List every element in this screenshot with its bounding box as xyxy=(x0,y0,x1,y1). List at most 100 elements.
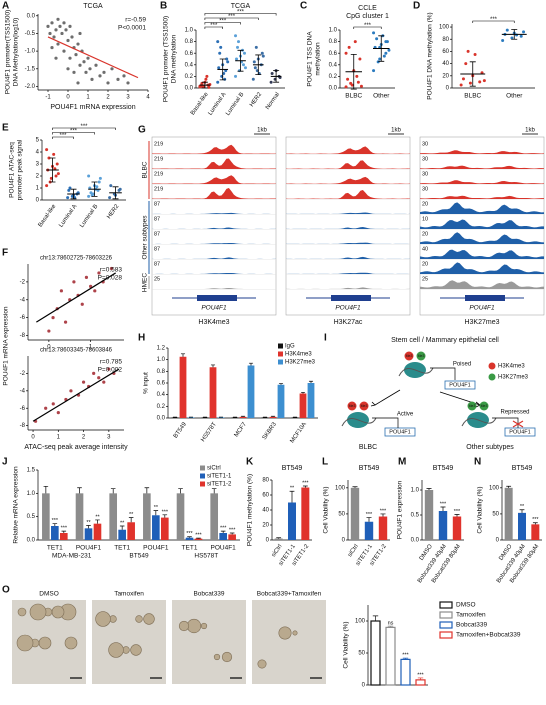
legend-swatch xyxy=(200,465,205,471)
point xyxy=(226,60,230,64)
y-axis-label: Relative mRNA expression xyxy=(13,466,20,544)
point xyxy=(68,24,72,28)
point xyxy=(359,84,363,88)
x-tick-label: 1 xyxy=(86,95,90,101)
error-bar xyxy=(119,525,125,530)
x-tick-label: POU4F1 xyxy=(143,545,169,552)
track-scale: 20 xyxy=(422,231,428,237)
point xyxy=(376,60,380,64)
x-tick-label: Luminal A xyxy=(58,204,78,229)
x-tick-label: 0 xyxy=(31,435,35,441)
panel-label: M xyxy=(398,457,406,468)
histone-mark xyxy=(347,401,357,411)
bar xyxy=(350,487,360,540)
bar xyxy=(277,384,285,418)
point xyxy=(68,56,72,60)
y-tick-label: 20 xyxy=(442,73,449,79)
mod-label: Me3 xyxy=(349,404,356,408)
scale-bar-label: 1kb xyxy=(525,128,535,134)
x-tick-label: SKBR3 xyxy=(262,421,279,441)
y-tick-label: 0.8 xyxy=(157,369,166,375)
significance-bracket xyxy=(52,127,116,130)
histone-mark xyxy=(479,401,489,411)
y-tick-label: 40 xyxy=(262,508,269,514)
point xyxy=(270,72,274,75)
point xyxy=(384,40,388,44)
trend-line xyxy=(36,272,116,323)
y-tick-label: 0.6 xyxy=(185,51,194,57)
micrograph xyxy=(172,600,246,684)
x-tick-label: TET1 xyxy=(114,545,130,552)
x-tick-label: Normal xyxy=(265,92,281,111)
bar xyxy=(118,529,126,540)
track-scale: 87 xyxy=(154,201,160,207)
point xyxy=(204,77,208,81)
mod-label: Me3 xyxy=(406,354,413,358)
y-axis-label: POU4F1 TSS DNA xyxy=(307,31,314,87)
signal-track xyxy=(286,242,410,244)
group-label: Other subtypes xyxy=(142,215,149,260)
histone-mark xyxy=(404,351,414,361)
track-scale: 10 xyxy=(422,216,428,222)
point xyxy=(56,17,60,21)
x-tick-label: BT549 xyxy=(173,421,188,439)
point xyxy=(89,191,93,195)
signal-track xyxy=(286,256,410,259)
bar xyxy=(171,417,179,418)
track-scale: 30 xyxy=(422,141,428,147)
significance-bracket xyxy=(472,20,515,23)
point xyxy=(92,371,96,376)
bar xyxy=(438,511,448,540)
point xyxy=(76,42,80,46)
point xyxy=(346,77,350,81)
x-tick-label: MCF7 xyxy=(234,421,249,438)
significance-label: ** xyxy=(120,520,125,526)
point xyxy=(54,174,58,178)
point xyxy=(234,74,238,78)
x-tick-label: 4 xyxy=(146,95,150,101)
signal-track xyxy=(286,272,410,274)
error-bar xyxy=(506,485,512,488)
error-bar xyxy=(112,186,119,200)
point xyxy=(55,162,59,166)
point xyxy=(52,35,56,39)
x-tick-label: siCtrl xyxy=(271,544,284,559)
y-tick-label: 0.0 xyxy=(411,538,420,544)
y-axis-label: Cell Viability (%) xyxy=(343,621,350,668)
image-label: Bobcat339+Tamoxifen xyxy=(257,591,322,598)
error-bar xyxy=(144,487,150,494)
track-scale: 219 xyxy=(154,171,163,177)
legend-label: H3K4me3 xyxy=(285,352,312,358)
significance-label: *** xyxy=(237,10,245,16)
significance-label: *** xyxy=(302,480,309,486)
group-label: BLBC xyxy=(142,161,149,178)
bar xyxy=(185,537,194,540)
chart-title: BT549 xyxy=(512,465,533,472)
point xyxy=(62,21,66,25)
legend-swatch xyxy=(278,351,283,357)
gene-label: POU4F1 xyxy=(469,305,495,312)
x-tick-label: Luminal B xyxy=(225,92,245,117)
point xyxy=(234,34,238,38)
cell-colony xyxy=(278,626,292,640)
significance-bracket xyxy=(204,17,259,20)
significance-label: ** xyxy=(290,486,295,492)
track-scale: 87 xyxy=(154,246,160,252)
bar xyxy=(51,526,59,540)
gene-exon xyxy=(465,295,505,301)
y-tick-label: -8 xyxy=(20,423,26,429)
x-tick-label: BLBC xyxy=(464,93,481,100)
chart-title: CCLE xyxy=(358,5,377,12)
y-axis-label: methylation xyxy=(315,42,322,76)
chart-title: BT549 xyxy=(282,465,303,472)
point xyxy=(84,275,89,280)
cell-colony xyxy=(16,634,34,652)
x-tick-label: 0 xyxy=(47,345,51,351)
y-tick-label: -8 xyxy=(20,333,26,339)
error-bar xyxy=(417,677,424,680)
y-tick-label: -6 xyxy=(20,406,26,412)
chart-title: BT549 xyxy=(359,465,380,472)
point xyxy=(73,196,77,200)
micrograph xyxy=(252,600,326,684)
